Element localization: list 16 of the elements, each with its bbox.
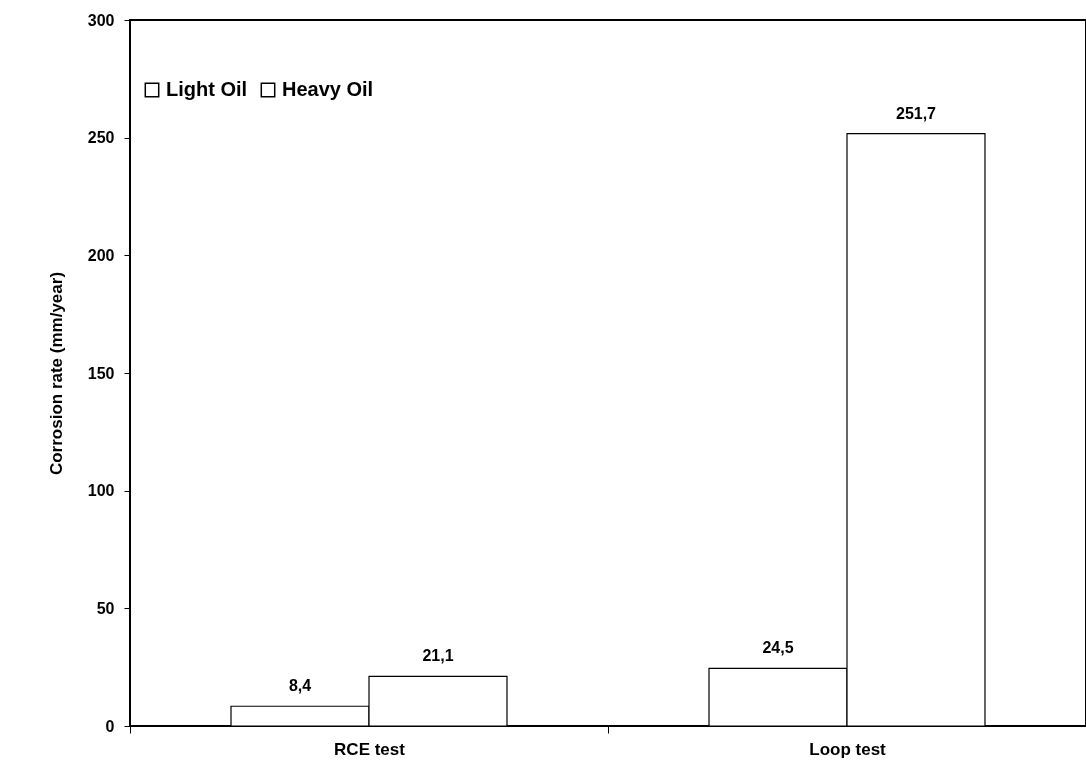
y-axis-title: Corrosion rate (mm/year) (46, 271, 66, 476)
data-label: 24,5 (762, 639, 794, 657)
x-tick-label: RCE test (334, 739, 406, 759)
data-label: 8,4 (288, 677, 312, 695)
y-tick-label: 100 (87, 482, 115, 500)
y-tick-label: 300 (87, 11, 115, 29)
y-tick-label: 250 (87, 129, 115, 147)
data-label: 21,1 (422, 647, 454, 665)
x-tick-label: Loop test (809, 739, 887, 759)
y-tick-label: 0 (105, 717, 115, 735)
y-tick-label: 150 (87, 364, 115, 382)
legend-label: Heavy Oil (282, 78, 374, 100)
data-label: 251,7 (895, 104, 937, 122)
y-tick-label: 50 (96, 599, 115, 617)
y-tick-label: 200 (87, 246, 115, 264)
legend-label: Light Oil (166, 78, 248, 100)
